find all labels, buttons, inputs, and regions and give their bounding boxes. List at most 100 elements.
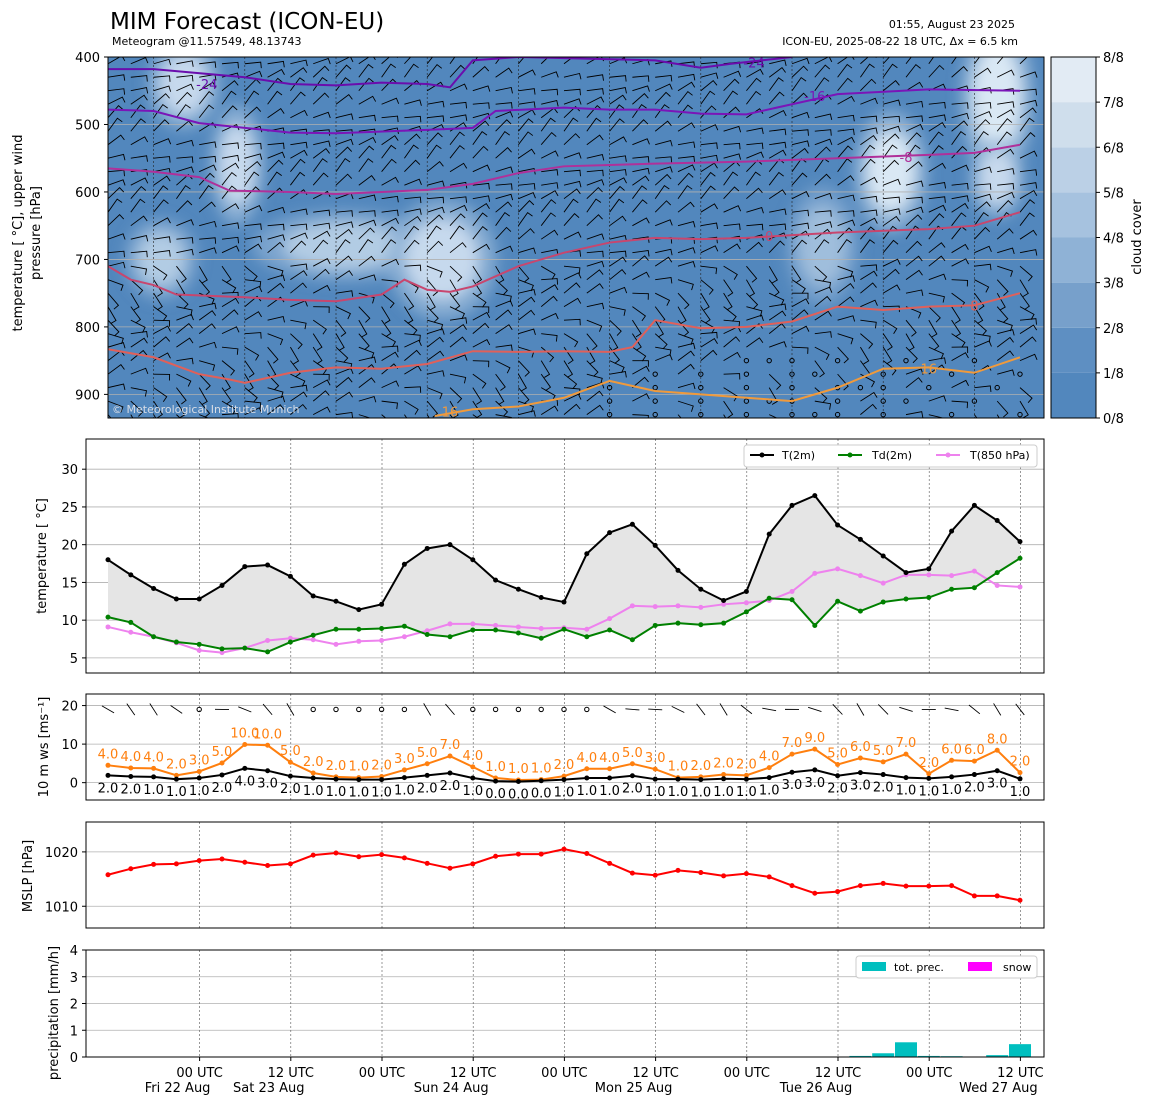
series-point xyxy=(401,855,407,861)
wind-barb xyxy=(905,161,923,173)
wind-barb xyxy=(472,339,491,348)
wind-barb xyxy=(381,400,398,410)
wind-barb xyxy=(928,414,945,418)
wind-barb xyxy=(905,319,917,337)
wind-barb xyxy=(974,385,992,392)
series-point xyxy=(721,598,727,604)
wind-barb xyxy=(1015,703,1025,716)
wind-barb xyxy=(427,115,445,122)
wind-barb xyxy=(563,231,582,240)
series-point xyxy=(652,542,658,548)
wind-barb xyxy=(905,377,923,388)
wind-barb xyxy=(312,92,330,105)
wind-barb xyxy=(1019,71,1038,78)
wind-barb xyxy=(404,239,420,253)
wind-barb xyxy=(928,64,945,78)
wind-barb xyxy=(700,279,714,295)
wind-barb xyxy=(905,368,924,375)
wind-barb xyxy=(609,306,626,316)
wind-barb xyxy=(404,215,422,227)
wind-barb xyxy=(905,269,923,281)
wind-barb xyxy=(427,319,444,331)
wind-barb xyxy=(814,77,830,92)
wind-barb xyxy=(837,210,855,217)
precip-legend: tot. prec. snow xyxy=(855,955,1038,979)
wind-barb xyxy=(108,198,123,213)
wind-barb xyxy=(632,271,650,281)
ytick-label: 10 xyxy=(61,738,78,753)
wind-barb xyxy=(312,379,331,389)
wind-barb xyxy=(768,373,782,390)
wind-barb xyxy=(860,209,878,217)
wind-barb xyxy=(108,57,126,65)
wind-barb xyxy=(586,302,605,310)
colorbar-tick-label: 7/8 xyxy=(1103,96,1124,111)
ytick-label: 1020 xyxy=(45,846,78,861)
mean-label: 4.0 xyxy=(234,774,255,789)
calm-circle xyxy=(789,371,795,377)
wind-ylabel: 10 m ws [ms⁻¹] xyxy=(37,697,52,798)
wind-barb xyxy=(404,319,418,336)
wind-barb xyxy=(996,350,1014,362)
series-point xyxy=(493,778,499,784)
cloud-patch xyxy=(972,57,1022,152)
wind-barb xyxy=(176,306,193,316)
series-point xyxy=(538,625,544,631)
upper-air-panel: -24 -24 -16 -8 0 8 16 16 400 500 600 700 800 900 tem… xyxy=(11,51,1045,419)
colorbar-tick-label: 1/8 xyxy=(1103,367,1124,382)
wind-barb xyxy=(335,391,354,402)
series-point xyxy=(903,751,909,757)
wind-barb xyxy=(358,114,376,122)
wind-barb xyxy=(746,151,764,159)
wind-barb xyxy=(335,210,353,217)
gust-label: 6.0 xyxy=(850,740,871,755)
wind-barb xyxy=(769,128,787,136)
colorbar-step xyxy=(1051,282,1096,328)
calm-circle xyxy=(971,398,978,404)
wind-barb xyxy=(108,187,125,200)
wind-barb xyxy=(176,91,192,105)
series-point xyxy=(721,873,727,879)
series-point xyxy=(1017,584,1023,590)
wind-barb xyxy=(746,90,762,105)
wind-barb xyxy=(882,57,890,65)
wind-barb xyxy=(472,182,490,190)
series-point xyxy=(219,646,225,652)
wind-barb xyxy=(153,85,172,92)
wind-barb xyxy=(928,196,946,203)
wind-barb xyxy=(951,112,970,120)
precip-bar xyxy=(986,1055,1009,1057)
wind-barb xyxy=(472,164,491,173)
wind-barb xyxy=(769,208,787,216)
wind-barb xyxy=(495,292,512,303)
series-point xyxy=(1017,897,1023,903)
wind-barb xyxy=(267,387,284,398)
series-point xyxy=(994,582,1000,588)
wind-barb xyxy=(108,319,120,337)
mean-label: 2.0 xyxy=(120,782,141,797)
wind-barb xyxy=(928,346,944,360)
wind-barb xyxy=(198,373,211,391)
calm-circle xyxy=(356,706,362,713)
wind-barb xyxy=(108,117,123,132)
wind-barb xyxy=(358,128,376,136)
mean-label: 2.0 xyxy=(873,781,894,796)
xtick-day-label: Fri 22 Aug xyxy=(145,1081,211,1096)
wind-barb xyxy=(746,279,756,297)
wind-barb xyxy=(495,387,505,405)
wind-barb xyxy=(262,703,273,716)
wind-barb xyxy=(632,249,650,257)
wind-barb xyxy=(814,64,831,78)
wind-barb xyxy=(176,265,187,283)
wind-barb xyxy=(312,148,330,159)
xtick-day-label: Sun 24 Aug xyxy=(414,1081,489,1096)
wind-barb xyxy=(814,239,830,253)
series-point xyxy=(356,626,362,632)
calm-circle xyxy=(834,411,841,418)
wind-barb xyxy=(427,370,445,377)
mean-label: 1.0 xyxy=(941,783,962,798)
calm-circle xyxy=(789,411,795,418)
series-point xyxy=(105,872,111,878)
wind-barb xyxy=(791,172,808,186)
